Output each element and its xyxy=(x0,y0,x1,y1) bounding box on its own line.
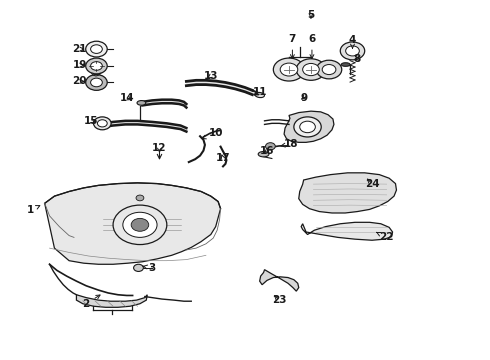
Circle shape xyxy=(345,46,359,56)
Text: 24: 24 xyxy=(365,179,379,189)
Circle shape xyxy=(86,58,107,74)
Text: 22: 22 xyxy=(376,232,394,242)
Text: 13: 13 xyxy=(203,71,218,81)
Ellipse shape xyxy=(341,63,350,66)
Circle shape xyxy=(296,59,326,80)
Circle shape xyxy=(317,60,342,79)
Text: 23: 23 xyxy=(272,295,287,305)
Circle shape xyxy=(131,219,149,231)
Circle shape xyxy=(94,117,111,130)
Circle shape xyxy=(91,45,102,53)
Circle shape xyxy=(136,195,144,201)
Circle shape xyxy=(123,212,157,237)
Text: 12: 12 xyxy=(152,143,167,153)
Circle shape xyxy=(280,63,298,76)
Text: 4: 4 xyxy=(349,35,356,48)
Ellipse shape xyxy=(137,100,146,105)
Circle shape xyxy=(266,143,275,150)
Polygon shape xyxy=(284,111,334,142)
Circle shape xyxy=(273,58,305,81)
Circle shape xyxy=(86,41,107,57)
Text: 14: 14 xyxy=(120,93,134,103)
Polygon shape xyxy=(301,222,392,240)
Circle shape xyxy=(134,264,144,271)
Text: 10: 10 xyxy=(202,129,223,139)
Polygon shape xyxy=(299,173,396,213)
Text: 1: 1 xyxy=(26,206,40,216)
Circle shape xyxy=(86,75,107,90)
Text: 21: 21 xyxy=(73,44,87,54)
Text: 20: 20 xyxy=(73,76,87,86)
Circle shape xyxy=(91,62,102,70)
Circle shape xyxy=(98,120,107,127)
Circle shape xyxy=(322,64,336,75)
Text: 18: 18 xyxy=(281,139,299,149)
Text: 8: 8 xyxy=(354,54,361,64)
Circle shape xyxy=(303,63,319,76)
Polygon shape xyxy=(76,295,147,307)
Ellipse shape xyxy=(258,152,269,157)
Text: 6: 6 xyxy=(308,35,316,59)
Text: 7: 7 xyxy=(289,35,296,59)
Text: 11: 11 xyxy=(252,87,267,97)
Text: 19: 19 xyxy=(73,60,87,70)
Text: 16: 16 xyxy=(260,146,274,156)
Text: 2: 2 xyxy=(83,295,100,309)
Text: 15: 15 xyxy=(84,116,98,126)
Circle shape xyxy=(113,205,167,244)
Text: 17: 17 xyxy=(216,153,230,163)
Text: 9: 9 xyxy=(300,93,307,103)
Text: 3: 3 xyxy=(143,263,156,273)
Circle shape xyxy=(91,78,102,87)
Polygon shape xyxy=(45,183,220,264)
Ellipse shape xyxy=(255,93,265,98)
Text: 5: 5 xyxy=(307,10,315,20)
Circle shape xyxy=(300,121,316,133)
Circle shape xyxy=(340,42,365,60)
Polygon shape xyxy=(260,270,299,291)
Circle shape xyxy=(294,117,321,137)
